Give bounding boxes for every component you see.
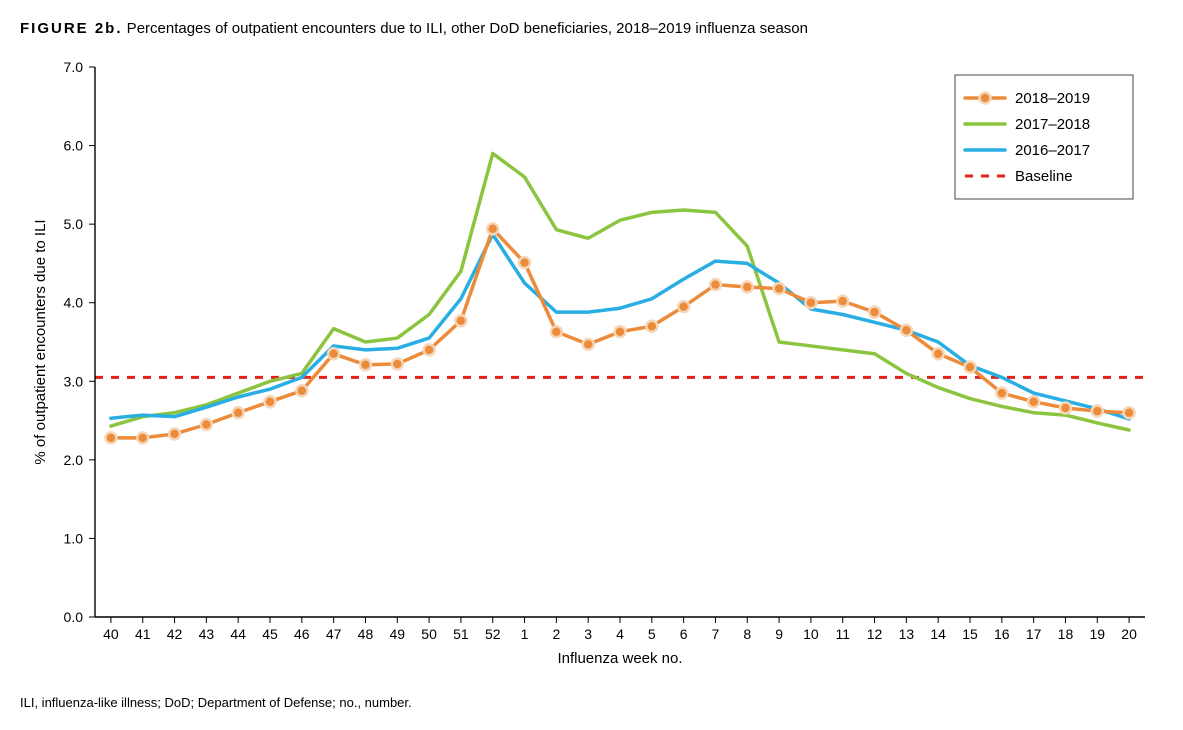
- svg-text:47: 47: [326, 626, 342, 642]
- svg-text:3: 3: [584, 626, 592, 642]
- svg-text:1: 1: [521, 626, 529, 642]
- svg-text:4.0: 4.0: [64, 295, 84, 311]
- svg-text:50: 50: [421, 626, 437, 642]
- svg-text:2017–2018: 2017–2018: [1015, 116, 1090, 133]
- figure-number: FIGURE 2b.: [20, 20, 123, 37]
- svg-text:6.0: 6.0: [64, 138, 84, 154]
- svg-text:2018–2019: 2018–2019: [1015, 90, 1090, 107]
- svg-text:8: 8: [743, 626, 751, 642]
- svg-text:10: 10: [803, 626, 819, 642]
- svg-text:20: 20: [1121, 626, 1137, 642]
- svg-text:7.0: 7.0: [64, 59, 84, 75]
- svg-text:18: 18: [1058, 626, 1074, 642]
- svg-text:3.0: 3.0: [64, 373, 84, 389]
- line-chart: 0.01.02.03.04.05.06.07.04041424344454647…: [20, 47, 1163, 687]
- svg-text:42: 42: [167, 626, 183, 642]
- figure-footnote: ILI, influenza-like illness; DoD; Depart…: [20, 695, 1163, 710]
- svg-text:6: 6: [680, 626, 688, 642]
- svg-text:40: 40: [103, 626, 119, 642]
- svg-text:41: 41: [135, 626, 151, 642]
- svg-text:46: 46: [294, 626, 310, 642]
- svg-text:16: 16: [994, 626, 1010, 642]
- figure-title: FIGURE 2b. Percentages of outpatient enc…: [20, 20, 1163, 37]
- svg-text:51: 51: [453, 626, 469, 642]
- svg-text:52: 52: [485, 626, 501, 642]
- svg-text:19: 19: [1089, 626, 1105, 642]
- svg-text:Baseline: Baseline: [1015, 168, 1073, 185]
- chart-container: 0.01.02.03.04.05.06.07.04041424344454647…: [20, 47, 1163, 687]
- svg-text:2: 2: [552, 626, 560, 642]
- svg-text:Influenza week no.: Influenza week no.: [557, 650, 682, 667]
- svg-text:5.0: 5.0: [64, 216, 84, 232]
- svg-text:9: 9: [775, 626, 783, 642]
- svg-text:43: 43: [199, 626, 215, 642]
- svg-text:5: 5: [648, 626, 656, 642]
- svg-text:2.0: 2.0: [64, 452, 84, 468]
- svg-text:2016–2017: 2016–2017: [1015, 142, 1090, 159]
- svg-text:4: 4: [616, 626, 624, 642]
- svg-text:45: 45: [262, 626, 278, 642]
- svg-text:% of outpatient encounters due: % of outpatient encounters due to ILI: [32, 219, 49, 464]
- svg-text:11: 11: [835, 626, 850, 642]
- svg-text:1.0: 1.0: [64, 530, 84, 546]
- svg-text:48: 48: [358, 626, 374, 642]
- svg-text:17: 17: [1026, 626, 1042, 642]
- svg-text:15: 15: [962, 626, 978, 642]
- svg-text:14: 14: [930, 626, 946, 642]
- svg-text:7: 7: [712, 626, 720, 642]
- svg-text:0.0: 0.0: [64, 609, 84, 625]
- svg-text:13: 13: [899, 626, 915, 642]
- svg-text:44: 44: [230, 626, 246, 642]
- figure-caption: Percentages of outpatient encounters due…: [123, 20, 808, 37]
- svg-text:49: 49: [389, 626, 405, 642]
- svg-text:12: 12: [867, 626, 883, 642]
